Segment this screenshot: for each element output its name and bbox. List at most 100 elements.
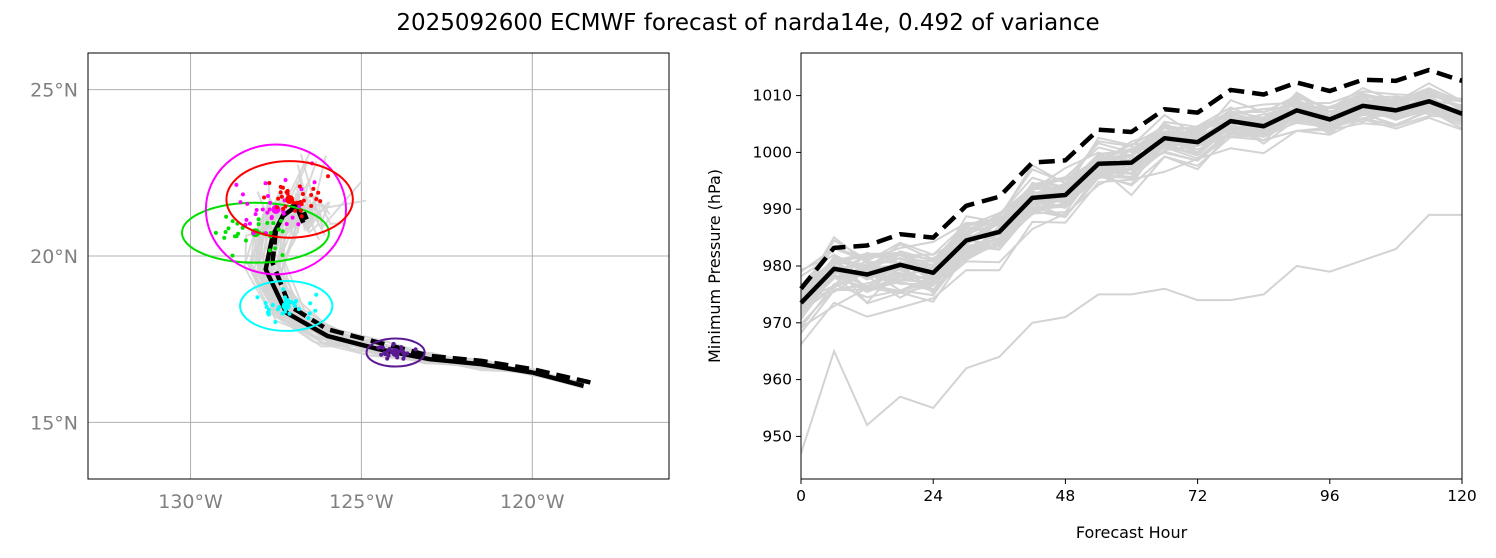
cluster-member-point xyxy=(275,307,280,312)
map-frame xyxy=(87,52,670,480)
x-tick-label: 120 xyxy=(1447,487,1477,505)
cluster-member-point xyxy=(385,356,390,361)
cluster-member-point xyxy=(306,316,311,321)
cluster-member-point xyxy=(283,178,288,183)
x-tick-label: 24 xyxy=(923,487,943,505)
cluster-member-point xyxy=(299,214,304,219)
y-tick-label: 950 xyxy=(762,427,792,445)
cluster-member-point xyxy=(267,207,272,212)
cluster-center-point xyxy=(391,348,401,358)
map-lon-tick-label: 125°W xyxy=(329,491,394,513)
cluster-member-point xyxy=(383,351,388,356)
ensemble-pressure-line xyxy=(801,213,1462,454)
cluster-member-point xyxy=(244,217,249,222)
pressure-panel: 0 24 48 72 96 120 950 960 970 980 990 1000 1010 Forec… xyxy=(705,52,1477,542)
cluster-member-point xyxy=(282,295,287,300)
x-tick-label: 0 xyxy=(796,487,806,505)
cluster-member-point xyxy=(281,206,286,211)
cluster-member-point xyxy=(387,347,392,352)
x-axis-label: Forecast Hour xyxy=(1076,523,1188,542)
cluster-member-point xyxy=(308,301,313,306)
cluster-member-point xyxy=(312,180,317,185)
cluster-member-point xyxy=(313,308,318,313)
cluster-member-point xyxy=(386,353,391,358)
cluster-member-point xyxy=(278,190,283,195)
cluster-member-point xyxy=(307,311,312,316)
cluster-member-point xyxy=(284,190,289,195)
map-lon-tick-label: 120°W xyxy=(500,491,565,513)
cluster-member-point xyxy=(314,196,319,201)
cluster-member-point xyxy=(263,181,268,186)
cluster-member-point xyxy=(273,320,278,325)
cluster-member-point xyxy=(296,222,301,227)
y-tick-label: 960 xyxy=(762,371,792,389)
cluster-member-point xyxy=(301,198,306,203)
map-lat-tick-label: 25°N xyxy=(30,80,78,102)
y-tick-label: 1000 xyxy=(753,143,792,161)
cluster-member-point xyxy=(298,200,303,205)
cluster-member-point xyxy=(265,210,270,215)
cluster-member-point xyxy=(253,212,258,217)
cluster-member-point xyxy=(224,214,229,219)
cluster-member-point xyxy=(245,201,250,206)
cluster-member-point xyxy=(265,310,270,315)
cluster-member-point xyxy=(405,351,410,356)
cluster-center-point xyxy=(281,301,291,311)
ensemble-pressure-line xyxy=(801,88,1462,290)
cluster-member-point xyxy=(318,199,323,204)
cluster-member-point xyxy=(293,208,298,213)
cluster-member-point xyxy=(255,295,260,300)
cluster-member-point xyxy=(267,180,272,185)
cluster-member-point xyxy=(262,195,267,200)
cluster-member-point xyxy=(290,215,295,220)
cluster-member-point xyxy=(280,229,285,234)
y-tick-label: 970 xyxy=(762,314,792,332)
cluster-member-point xyxy=(402,353,407,358)
cluster-member-point xyxy=(309,193,314,198)
cluster-member-point xyxy=(270,302,275,307)
ensemble-pressure-line xyxy=(801,105,1462,320)
cluster-member-point xyxy=(326,174,331,179)
cluster-member-point xyxy=(285,297,290,302)
ensemble-pressure-line xyxy=(801,94,1462,287)
map-lat-tick-label: 20°N xyxy=(30,246,78,268)
figure-title: 2025092600 ECMWF forecast of narda14e, 0… xyxy=(396,10,1100,36)
cluster-member-point xyxy=(213,230,218,235)
y-tick-label: 990 xyxy=(762,200,792,218)
cluster-member-point xyxy=(232,234,237,239)
cluster-member-point xyxy=(316,190,321,195)
cluster-member-point xyxy=(379,352,384,357)
cluster-member-point xyxy=(260,207,265,212)
cluster-member-point xyxy=(309,204,314,209)
cluster-member-point xyxy=(243,238,248,243)
pressure-mean-line xyxy=(799,99,1463,305)
pressure-dashed-line xyxy=(799,67,1463,291)
cluster-ellipse xyxy=(239,279,334,332)
cluster-ellipse xyxy=(180,201,330,264)
cluster-ellipse xyxy=(225,160,354,239)
map-lon-tick-label: 130°W xyxy=(158,491,223,513)
cluster-member-point xyxy=(378,344,383,349)
cluster-member-point xyxy=(278,184,283,189)
mean-track-line xyxy=(263,203,585,388)
y-axis-label: Minimum Pressure (hPa) xyxy=(705,169,724,363)
cluster-member-point xyxy=(279,218,284,223)
cluster-member-point xyxy=(223,229,228,234)
cluster-member-point xyxy=(274,205,279,210)
ensemble-pressure-line xyxy=(801,96,1462,309)
ensemble-pressure-line xyxy=(801,106,1462,299)
cluster-member-point xyxy=(276,227,281,232)
map-lat-tick-label: 15°N xyxy=(30,412,78,434)
x-tick-label: 96 xyxy=(1320,487,1340,505)
cluster-member-point xyxy=(281,287,286,292)
cluster-member-point xyxy=(287,311,292,316)
ensemble-track-line xyxy=(280,153,584,385)
cluster-member-point xyxy=(256,217,261,222)
cluster-member-point xyxy=(226,226,231,231)
cluster-member-point xyxy=(314,292,319,297)
cluster-member-point xyxy=(413,347,418,352)
cluster-member-point xyxy=(269,215,274,220)
ensemble-pressure-line xyxy=(801,116,1462,345)
ensemble-pressure-lines xyxy=(801,82,1462,454)
